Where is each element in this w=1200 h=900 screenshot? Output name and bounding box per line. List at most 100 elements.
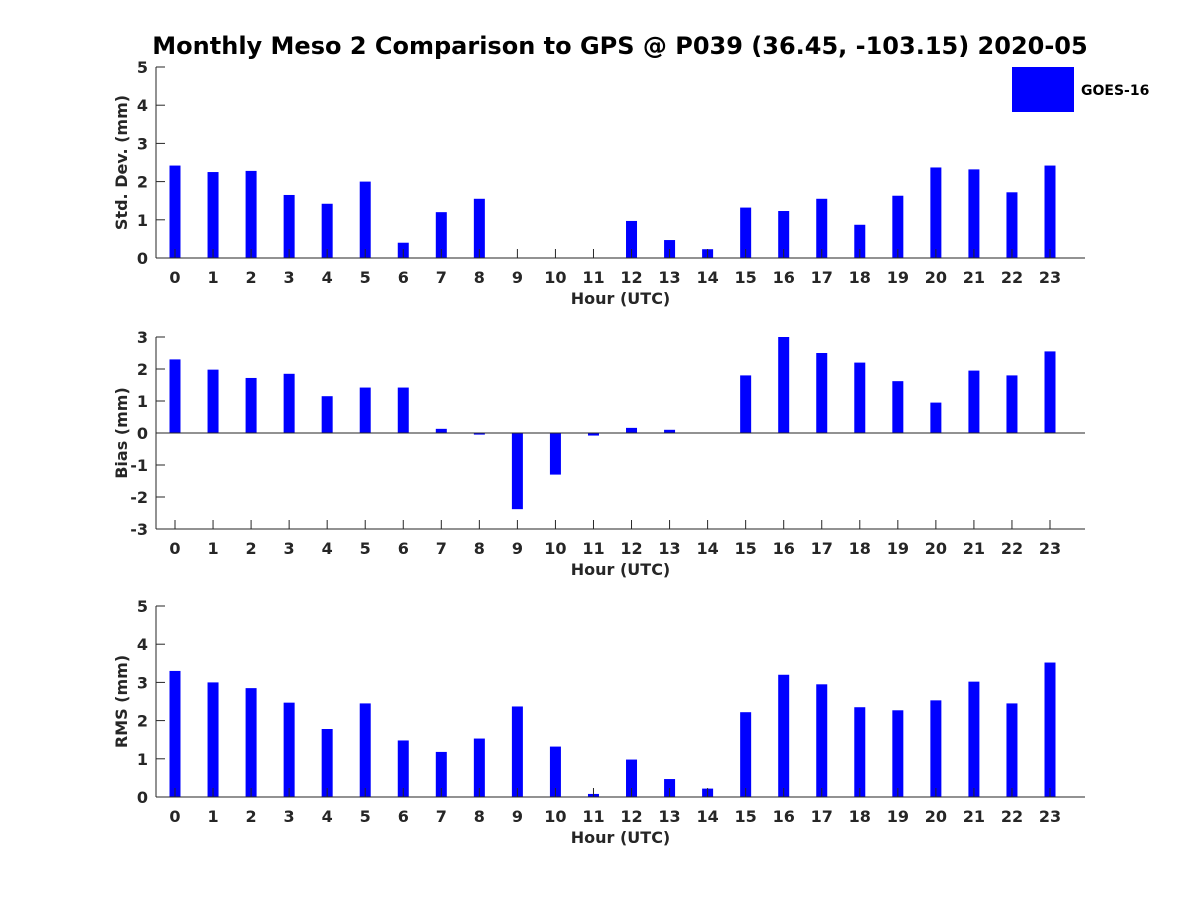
bias-y-tick-label: 3: [137, 328, 148, 347]
bias-x-tick-label: 17: [811, 539, 833, 558]
bias-y-tick-label: 2: [137, 360, 148, 379]
bias-bar-1: [207, 369, 219, 433]
rms-y-tick-label: 2: [137, 712, 148, 731]
bias-bar-6: [397, 387, 409, 433]
std-dev-bar-2: [245, 170, 257, 258]
std-dev-x-tick-label: 0: [169, 268, 180, 287]
std-dev-x-tick-label: 8: [474, 268, 485, 287]
bias-x-tick-label: 23: [1039, 539, 1061, 558]
bias-y-tick-label: 0: [137, 424, 148, 443]
rms-bar-17: [816, 684, 828, 797]
bias-x-tick-label: 0: [169, 539, 180, 558]
std-dev-x-tick-label: 11: [582, 268, 604, 287]
bias-bar-13: [664, 429, 676, 433]
rms-y-tick-label: 3: [137, 673, 148, 692]
bias-x-tick-label: 14: [696, 539, 718, 558]
bias-bar-3: [283, 373, 295, 433]
bias-bar-11: [587, 433, 599, 436]
rms-bar-5: [359, 703, 371, 797]
rms-bar-18: [854, 707, 866, 797]
rms-x-tick-label: 0: [169, 807, 180, 826]
std-dev-x-tick-label: 7: [436, 268, 447, 287]
bias-y-axis-label: Bias (mm): [112, 387, 131, 479]
std-dev-x-tick-label: 22: [1001, 268, 1023, 287]
std-dev-bar-0: [169, 165, 181, 258]
std-dev-bar-12: [626, 220, 638, 258]
bias-y-tick-label: -1: [130, 456, 148, 475]
rms-bar-2: [245, 688, 257, 797]
rms-x-tick-label: 9: [512, 807, 523, 826]
rms-bar-15: [740, 712, 752, 797]
bias-x-tick-label: 9: [512, 539, 523, 558]
bias-bar-5: [359, 387, 371, 433]
std-dev-x-tick-label: 2: [246, 268, 257, 287]
std-dev-x-tick-label: 19: [887, 268, 909, 287]
bias-x-tick-label: 22: [1001, 539, 1023, 558]
std-dev-x-tick-label: 5: [360, 268, 371, 287]
rms-x-tick-label: 11: [582, 807, 604, 826]
std-dev-bar-1: [207, 172, 219, 258]
std-dev-bar-15: [740, 207, 752, 258]
rms-bar-7: [435, 751, 447, 797]
rms-bar-9: [511, 706, 523, 797]
std-dev-x-tick-label: 14: [696, 268, 718, 287]
rms-x-tick-label: 7: [436, 807, 447, 826]
bias-bar-2: [245, 377, 257, 433]
std-dev-y-axis-label: Std. Dev. (mm): [112, 95, 131, 230]
rms-bar-16: [778, 674, 790, 797]
rms-x-tick-label: 4: [322, 807, 333, 826]
bias-x-tick-label: 20: [925, 539, 947, 558]
bias-x-tick-label: 16: [773, 539, 795, 558]
rms-y-tick-label: 1: [137, 750, 148, 769]
bias-bar-17: [816, 353, 828, 433]
bias-bar-15: [740, 375, 752, 433]
bias-bar-22: [1006, 375, 1018, 433]
rms-x-tick-label: 15: [735, 807, 757, 826]
rms-x-tick-label: 19: [887, 807, 909, 826]
legend: GOES-16: [1012, 67, 1149, 112]
rms-x-tick-label: 6: [398, 807, 409, 826]
bias-x-tick-label: 1: [207, 539, 218, 558]
std-dev-x-axis-label: Hour (UTC): [571, 289, 671, 308]
std-dev-x-tick-label: 4: [322, 268, 333, 287]
rms-bar-1: [207, 682, 219, 797]
rms-y-tick-label: 0: [137, 788, 148, 807]
rms-x-tick-label: 12: [620, 807, 642, 826]
bias-x-tick-label: 8: [474, 539, 485, 558]
bias-x-axis-label: Hour (UTC): [571, 560, 671, 579]
bias-y-tick-label: 1: [137, 392, 148, 411]
std-dev-x-tick-label: 12: [620, 268, 642, 287]
std-dev-x-tick-label: 10: [544, 268, 566, 287]
std-dev-x-tick-label: 20: [925, 268, 947, 287]
std-dev-bar-23: [1044, 165, 1056, 258]
bias-bar-7: [435, 428, 447, 433]
rms-bar-8: [473, 738, 485, 797]
bias-x-tick-label: 13: [658, 539, 680, 558]
rms-bar-3: [283, 702, 295, 797]
bias-x-tick-label: 7: [436, 539, 447, 558]
bias-x-tick-label: 4: [322, 539, 333, 558]
bias-x-tick-label: 6: [398, 539, 409, 558]
rms-bar-20: [930, 700, 942, 797]
rms-bar-4: [321, 729, 333, 797]
bias-x-tick-label: 19: [887, 539, 909, 558]
bias-x-tick-label: 5: [360, 539, 371, 558]
rms-bar-6: [397, 740, 409, 797]
std-dev-x-tick-label: 17: [811, 268, 833, 287]
bias-bar-0: [169, 359, 181, 433]
std-dev-bar-4: [321, 203, 333, 258]
bias-bar-12: [626, 427, 638, 433]
std-dev-x-tick-label: 6: [398, 268, 409, 287]
bias-x-tick-label: 15: [735, 539, 757, 558]
std-dev-bar-17: [816, 198, 828, 258]
std-dev-y-tick-label: 1: [137, 211, 148, 230]
std-dev-y-tick-label: 3: [137, 134, 148, 153]
std-dev-bar-16: [778, 211, 790, 258]
bias-x-tick-label: 2: [246, 539, 257, 558]
bias-bar-16: [778, 337, 790, 433]
rms-bar-0: [169, 670, 181, 797]
rms-bar-21: [968, 681, 980, 797]
